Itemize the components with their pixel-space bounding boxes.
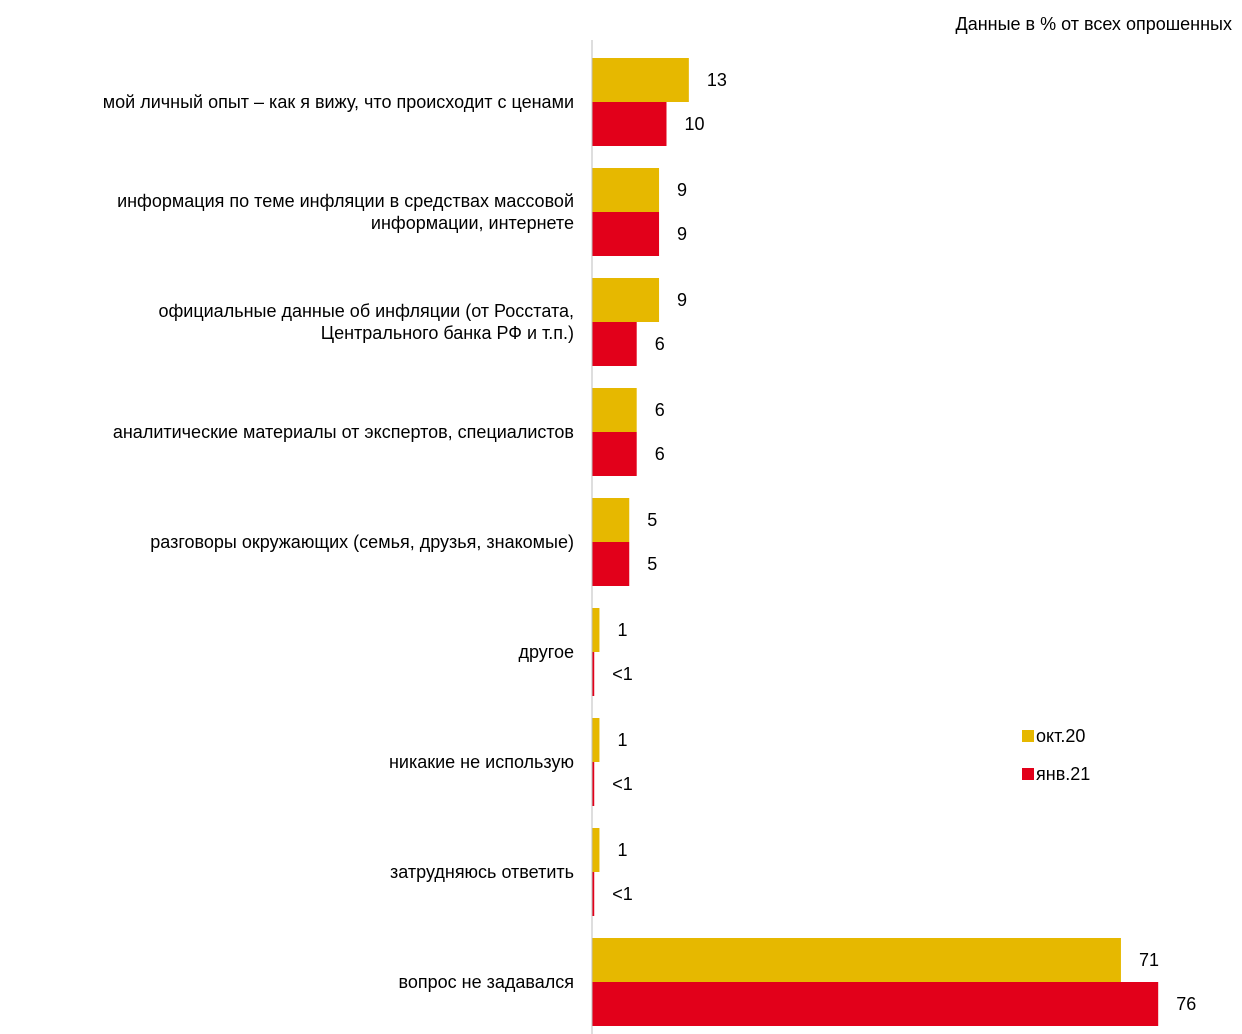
data-label: 6 [655, 334, 665, 354]
data-label: <1 [612, 774, 633, 794]
bar-jan21 [592, 652, 595, 696]
bar-oct20 [592, 168, 660, 212]
data-label: 76 [1176, 994, 1196, 1014]
legend-label: окт.20 [1036, 726, 1085, 746]
data-label: 5 [647, 554, 657, 574]
data-label: 1 [617, 840, 627, 860]
data-label: <1 [612, 884, 633, 904]
legend-swatch [1022, 730, 1034, 742]
bar-jan21 [592, 762, 595, 806]
data-label: 1 [617, 730, 627, 750]
category-label: информация по теме инфляции в средствах … [117, 191, 574, 211]
data-label: 6 [655, 400, 665, 420]
data-label: 1 [617, 620, 627, 640]
data-label: 9 [677, 290, 687, 310]
bar-jan21 [592, 102, 667, 146]
bar-oct20 [592, 58, 689, 102]
data-label: 5 [647, 510, 657, 530]
bar-jan21 [592, 212, 660, 256]
legend: окт.20 янв.21 [1022, 726, 1090, 784]
bar-oct20 [592, 388, 637, 432]
category-label: вопрос не задавался [399, 972, 575, 992]
data-label: 71 [1139, 950, 1159, 970]
data-label: 9 [677, 180, 687, 200]
bar-jan21 [592, 542, 630, 586]
bar-oct20 [592, 608, 600, 652]
bar-oct20 [592, 498, 630, 542]
data-label: 6 [655, 444, 665, 464]
category-label: официальные данные об инфляции (от Росст… [158, 301, 574, 321]
bar-oct20 [592, 278, 660, 322]
category-label: другое [518, 642, 574, 662]
chart-note: Данные в % от всех опрошенных [955, 14, 1233, 34]
bar-oct20 [592, 938, 1121, 982]
data-label: <1 [612, 664, 633, 684]
bar-oct20 [592, 718, 600, 762]
category-label: информации, интернете [371, 213, 574, 233]
category-label: затрудняюсь ответить [390, 862, 574, 882]
data-label: 13 [707, 70, 727, 90]
category-label: никакие не использую [389, 752, 574, 772]
data-label: 9 [677, 224, 687, 244]
data-label: 10 [685, 114, 705, 134]
bar-jan21 [592, 322, 637, 366]
bar-jan21 [592, 432, 637, 476]
legend-swatch [1022, 768, 1034, 780]
category-label: аналитические материалы от экспертов, сп… [113, 422, 574, 442]
category-label: Центрального банка РФ и т.п.) [321, 323, 574, 343]
bar-jan21 [592, 872, 595, 916]
bar-jan21 [592, 982, 1159, 1026]
legend-label: янв.21 [1036, 764, 1090, 784]
category-label: разговоры окружающих (семья, друзья, зна… [150, 532, 574, 552]
bar-oct20 [592, 828, 600, 872]
category-label: мой личный опыт – как я вижу, что происх… [103, 92, 574, 112]
